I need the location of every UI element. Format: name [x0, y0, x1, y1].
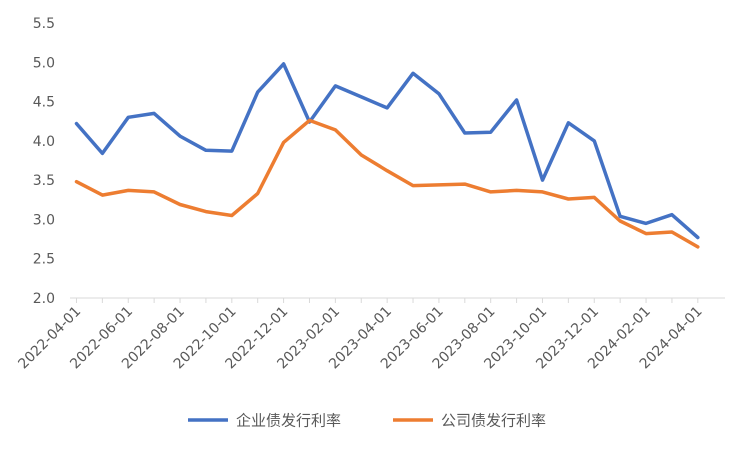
y-axis: 2.0 2.5 3.0 3.5 4.0 4.5 5.0 5.5 — [33, 16, 55, 307]
y-tick-label-4: 4.0 — [33, 134, 55, 150]
y-tick-label-3: 3.5 — [33, 173, 55, 189]
y-tick-label-1: 2.5 — [33, 252, 55, 268]
series-line-2 — [74, 118, 700, 249]
legend-label-1: 企业债发行利率 — [236, 412, 341, 430]
legend-label-2: 公司债发行利率 — [441, 412, 546, 430]
series-layer — [74, 62, 700, 249]
x-axis-ticks — [75, 298, 699, 303]
legend-item-2: 公司债发行利率 — [393, 412, 546, 430]
legend: 企业债发行利率 公司债发行利率 — [188, 412, 546, 430]
y-tick-label-7: 5.5 — [33, 16, 55, 32]
y-tick-label-0: 2.0 — [33, 291, 55, 307]
y-tick-label-5: 4.5 — [33, 95, 55, 111]
y-tick-label-2: 3.0 — [33, 212, 55, 228]
series-line-1 — [74, 62, 700, 240]
x-axis-labels: 2022-04-012022-06-012022-08-012022-10-01… — [15, 304, 705, 373]
y-tick-label-6: 5.0 — [33, 55, 55, 71]
legend-item-1: 企业债发行利率 — [188, 412, 341, 430]
